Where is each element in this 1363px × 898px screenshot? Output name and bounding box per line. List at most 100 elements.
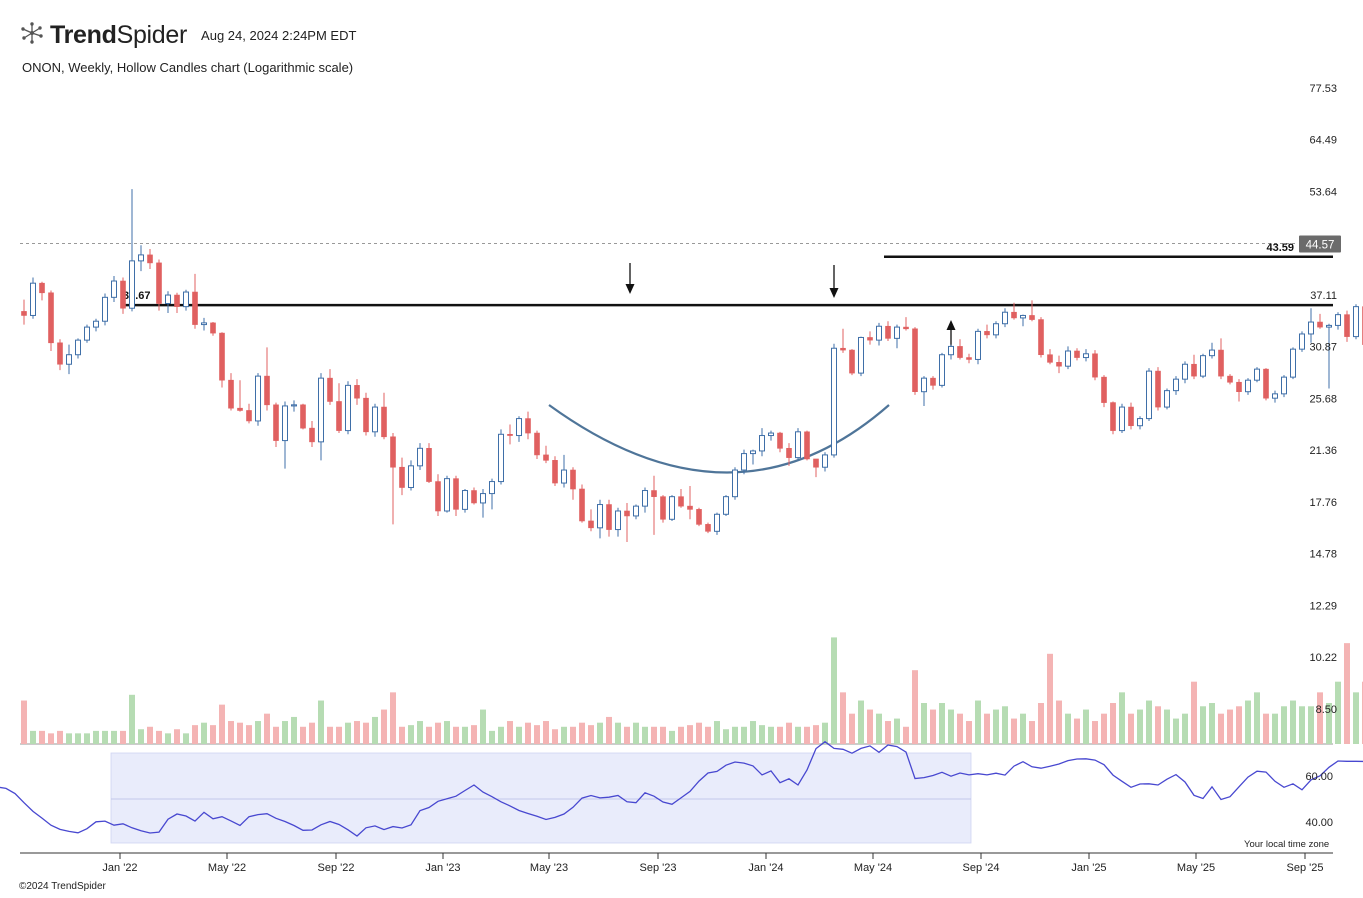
volume-bar bbox=[867, 709, 873, 744]
time-tick-label: May '25 bbox=[1177, 862, 1215, 874]
candle-body bbox=[1164, 390, 1170, 408]
candle-body bbox=[642, 490, 648, 507]
candle-body bbox=[1263, 368, 1269, 399]
volume-bar bbox=[1335, 681, 1341, 744]
candle-body bbox=[597, 504, 603, 529]
support-level-label: 35.67 bbox=[123, 290, 151, 302]
candle-body bbox=[822, 454, 828, 468]
volume-bar bbox=[1200, 706, 1206, 744]
volume-bar bbox=[1146, 700, 1152, 744]
volume-bar bbox=[696, 722, 702, 744]
volume-bar bbox=[1137, 709, 1143, 744]
last-price-label: 44.57 bbox=[1306, 240, 1335, 252]
candle-body bbox=[426, 448, 432, 482]
volume-bar bbox=[705, 726, 711, 744]
volume-bar bbox=[975, 700, 981, 744]
volume-bar bbox=[525, 722, 531, 744]
candle-body bbox=[1074, 350, 1080, 358]
candle-body bbox=[1317, 321, 1323, 328]
candle-body bbox=[552, 460, 558, 484]
volume-bar bbox=[372, 716, 378, 744]
trendspider-logo-icon bbox=[20, 21, 44, 50]
volume-bar bbox=[363, 722, 369, 744]
axis-labels: 77.53 64.49 53.64 37.11 30.87 25.68 21.36 17.76… bbox=[102, 83, 1337, 874]
candle-body bbox=[84, 326, 90, 341]
timezone-label: Your local time zone bbox=[1244, 839, 1330, 850]
candle-body bbox=[111, 280, 117, 298]
candle-body bbox=[1245, 379, 1251, 393]
candle-body bbox=[1002, 311, 1008, 325]
volume-bar bbox=[147, 726, 153, 744]
down-arrow-icon bbox=[625, 284, 635, 294]
candle-body bbox=[840, 347, 846, 351]
volume-bar bbox=[390, 692, 396, 744]
volume-bar bbox=[66, 733, 72, 744]
candle-body bbox=[1146, 370, 1152, 420]
volume-bar bbox=[804, 726, 810, 744]
volume-bar bbox=[1317, 692, 1323, 744]
time-tick-label: May '23 bbox=[530, 862, 568, 874]
volume-bar bbox=[939, 703, 945, 744]
candle-body bbox=[309, 427, 315, 443]
candle-body bbox=[975, 330, 981, 360]
candle-body bbox=[1038, 319, 1044, 356]
volume-bar bbox=[624, 726, 630, 744]
volume-bar bbox=[417, 721, 423, 744]
candle-body bbox=[183, 291, 189, 308]
volume-bar bbox=[1056, 700, 1062, 744]
candle-body bbox=[534, 432, 540, 456]
volume-bar bbox=[1218, 713, 1224, 744]
volume-bar bbox=[552, 729, 558, 744]
copyright: ©2024 TrendSpider bbox=[19, 881, 106, 892]
candle-body bbox=[291, 404, 297, 407]
candle-body bbox=[75, 339, 81, 356]
volume-bar bbox=[354, 721, 360, 744]
volume-bar bbox=[30, 730, 36, 744]
volume-bar bbox=[336, 726, 342, 744]
volume-bar bbox=[1299, 706, 1305, 744]
candle-body bbox=[1119, 406, 1125, 432]
candle-body bbox=[588, 520, 594, 529]
candle-body bbox=[1209, 349, 1215, 357]
volume-bar bbox=[633, 722, 639, 744]
volume-bar bbox=[1308, 706, 1314, 744]
candle-body bbox=[912, 328, 918, 393]
candle-body bbox=[570, 469, 576, 490]
time-tick-label: Jan '25 bbox=[1071, 862, 1106, 874]
volume-bar bbox=[471, 725, 477, 744]
candle-body bbox=[651, 490, 657, 497]
volume-bar bbox=[435, 722, 441, 744]
volume-bar bbox=[165, 733, 171, 744]
volume-bar bbox=[282, 721, 288, 744]
price-tick-label: 14.78 bbox=[1309, 549, 1337, 561]
candle-body bbox=[39, 282, 45, 294]
volume-bar bbox=[381, 709, 387, 744]
volume-bar bbox=[957, 713, 963, 744]
candle-body bbox=[903, 326, 909, 330]
candle-body bbox=[948, 345, 954, 356]
candle-body bbox=[1353, 306, 1359, 338]
volume-bar bbox=[1101, 713, 1107, 744]
candle-body bbox=[228, 379, 234, 409]
candle-body bbox=[345, 384, 351, 432]
volume-bar bbox=[1065, 713, 1071, 744]
volume-bar bbox=[39, 730, 45, 744]
volume-bar bbox=[759, 725, 765, 744]
candle-body bbox=[1272, 393, 1278, 399]
volume-bar bbox=[183, 733, 189, 744]
candle-body bbox=[561, 469, 567, 484]
candle-body bbox=[156, 262, 162, 304]
rsi-panel bbox=[0, 740, 1363, 844]
volume-bar bbox=[1191, 681, 1197, 744]
volume-bar bbox=[120, 730, 126, 744]
volume-bar bbox=[1110, 703, 1116, 744]
candle-body bbox=[1182, 363, 1188, 380]
volume-bar bbox=[813, 725, 819, 744]
volume-bars bbox=[21, 637, 1363, 744]
volume-bar bbox=[1227, 709, 1233, 744]
volume-bar bbox=[102, 730, 108, 744]
candle-body bbox=[498, 433, 504, 483]
time-tick-label: Sep '24 bbox=[963, 862, 1000, 874]
candle-body bbox=[507, 433, 513, 436]
